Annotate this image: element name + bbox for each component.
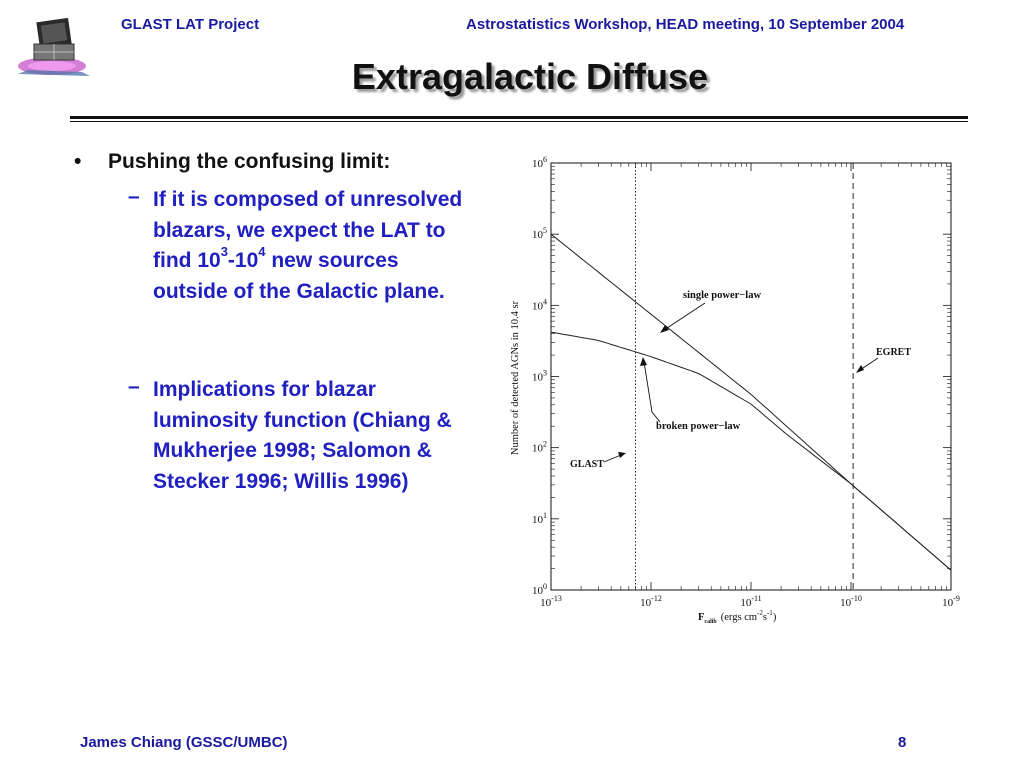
sub1-exp2: 4	[258, 244, 266, 259]
x-tick-exp: -10	[851, 594, 862, 603]
y-tick-base: 10	[532, 229, 544, 241]
x-label-units: (ergs cm	[721, 612, 757, 623]
footer-author: James Chiang (GSSC/UMBC)	[80, 734, 288, 751]
arrow-single-power-law	[663, 302, 706, 331]
x-tick-base: 10	[640, 597, 652, 609]
title-rule-thick	[70, 116, 968, 119]
y-tick-exp: 2	[543, 440, 547, 449]
series-broken-power-law	[550, 331, 952, 571]
plot-frame	[550, 162, 952, 591]
x-tick-label: 10-13	[540, 594, 562, 609]
x-tick-label: 10-9	[942, 594, 960, 609]
slide-title: Extragalactic Diffuse	[351, 56, 709, 97]
x-tick-label: 10-11	[740, 594, 761, 609]
y-tick-label: 100	[532, 582, 547, 597]
y-tick-base: 10	[532, 443, 544, 455]
x-tick-exp: -13	[551, 594, 562, 603]
arrow-broken-power-law	[643, 361, 661, 423]
x-tick-exp: -12	[651, 594, 662, 603]
x-tick-exp: -9	[953, 594, 960, 603]
sub-bullet-dash-1: –	[128, 185, 140, 208]
sub1-base1: 10	[197, 249, 221, 272]
arrowhead-broken-power-law	[640, 357, 647, 366]
x-label-sub: calib	[704, 619, 717, 625]
y-tick-label: 103	[532, 369, 547, 384]
x-tick-base: 10	[740, 597, 752, 609]
arrowhead-glast	[618, 452, 626, 458]
x-tick-base: 10	[540, 597, 552, 609]
annotation-glast: GLAST	[570, 459, 604, 470]
y-axis-label: Number of detected AGNs in 10.4 sr	[510, 300, 521, 455]
y-tick-base: 10	[532, 158, 544, 170]
arrowhead-egret	[856, 365, 864, 373]
x-tick-base: 10	[840, 597, 852, 609]
arrow-glast	[603, 454, 622, 463]
y-tick-exp: 0	[543, 582, 547, 591]
x-tick-label: 10-10	[840, 594, 862, 609]
arrow-egret	[859, 357, 879, 371]
annotation-broken-power-law: broken power−law	[656, 421, 741, 432]
series-single-power-law	[550, 233, 952, 571]
y-tick-label: 105	[532, 226, 547, 241]
sub1-base2: 10	[234, 249, 259, 272]
sub-bullet-2: Implications for blazar luminosity funct…	[153, 378, 452, 493]
sub1-mid: -	[227, 249, 235, 272]
x-label-exp1: -2	[757, 609, 763, 617]
y-tick-exp: 1	[543, 511, 547, 520]
y-tick-label: 101	[532, 511, 547, 526]
x-tick-label: 10-12	[640, 594, 662, 609]
y-tick-exp: 6	[543, 155, 547, 164]
sub1-after: new sources outside of the Galactic plan…	[153, 249, 445, 303]
y-tick-base: 10	[532, 372, 544, 384]
arrowhead-single-power-law	[660, 325, 669, 333]
y-tick-label: 102	[532, 440, 547, 455]
sub-bullet-1: If it is composed of unresolved blazars,…	[153, 185, 473, 307]
y-tick-label: 104	[532, 297, 547, 312]
footer-page-number: 8	[898, 734, 907, 751]
x-tick-base: 10	[942, 597, 954, 609]
title-rule-thin	[70, 121, 968, 122]
header-project: GLAST LAT Project	[121, 16, 260, 33]
glast-logo	[18, 17, 90, 76]
bullet-symbol: •	[74, 150, 82, 173]
y-tick-exp: 3	[543, 369, 547, 378]
sub1-exp1: 3	[220, 244, 228, 259]
y-tick-base: 10	[532, 585, 544, 597]
annotation-single-power-law: single power−law	[683, 290, 761, 301]
x-label-main: F	[698, 612, 704, 623]
y-tick-exp: 4	[543, 297, 547, 306]
x-label-s: s	[763, 612, 767, 623]
y-tick-label: 106	[532, 155, 547, 170]
y-tick-base: 10	[532, 514, 544, 526]
header-workshop: Astrostatistics Workshop, HEAD meeting, …	[466, 16, 905, 33]
y-tick-exp: 5	[543, 226, 547, 235]
sub1-before: If it is composed of unresolved blazars,…	[153, 188, 463, 272]
y-tick-base: 10	[532, 300, 544, 312]
x-tick-exp: -11	[751, 594, 761, 603]
x-axis-label: Fcalib (ergs cm-2s-1)	[698, 609, 777, 625]
annotation-egret: EGRET	[876, 347, 911, 358]
sub-bullet-dash-2: –	[128, 375, 140, 398]
bullet-main-text: Pushing the confusing limit:	[108, 150, 391, 173]
x-label-close: )	[773, 612, 777, 623]
x-label-exp2: -1	[767, 609, 773, 617]
